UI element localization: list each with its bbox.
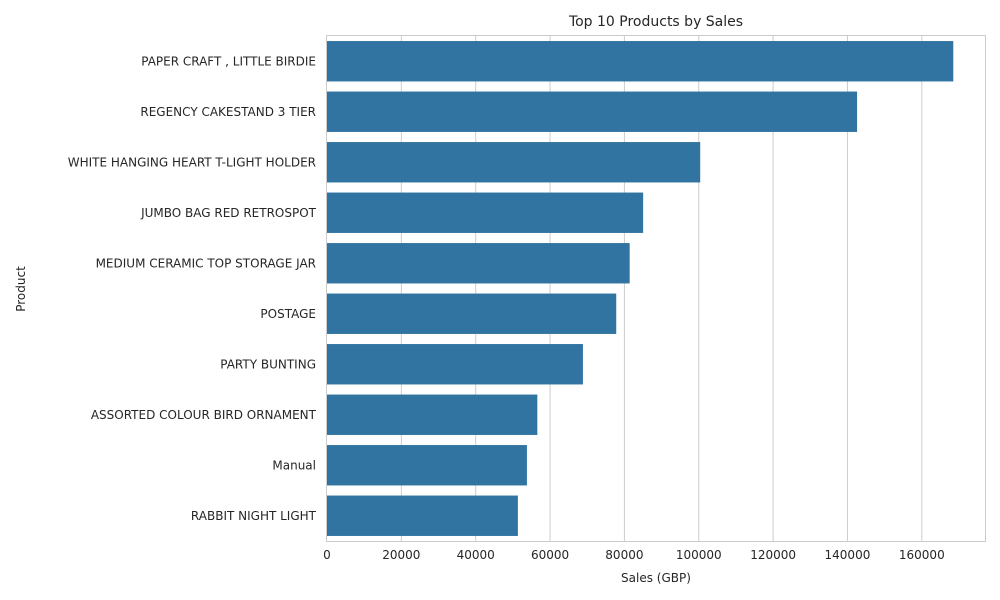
- y-tick-label: WHITE HANGING HEART T-LIGHT HOLDER: [68, 155, 316, 169]
- x-tick-label: 0: [323, 548, 331, 562]
- chart-title: Top 10 Products by Sales: [568, 14, 743, 30]
- y-tick-label: Manual: [272, 458, 316, 472]
- y-tick-label: PAPER CRAFT , LITTLE BIRDIE: [141, 54, 316, 68]
- y-tick-labels: PAPER CRAFT , LITTLE BIRDIE REGENCY CAKES…: [68, 54, 317, 523]
- bar: [327, 192, 644, 233]
- y-tick-label: PARTY BUNTING: [220, 357, 316, 371]
- x-tick-label: 40000: [457, 548, 495, 562]
- y-tick-label: MEDIUM CERAMIC TOP STORAGE JAR: [96, 256, 316, 270]
- y-tick-label: REGENCY CAKESTAND 3 TIER: [140, 105, 316, 119]
- bar: [327, 445, 527, 486]
- y-tick-label: POSTAGE: [260, 307, 316, 321]
- x-tick-labels: 0 20000 40000 60000 80000 100000 120000 140000 1…: [323, 548, 945, 562]
- x-tick-label: 100000: [676, 548, 722, 562]
- bar: [327, 394, 538, 435]
- x-axis-label: Sales (GBP): [621, 571, 691, 585]
- y-tick-label: ASSORTED COLOUR BIRD ORNAMENT: [91, 408, 317, 422]
- y-tick-label: JUMBO BAG RED RETROSPOT: [140, 206, 317, 220]
- x-tick-label: 120000: [750, 548, 796, 562]
- y-axis-label: Product: [14, 266, 28, 312]
- bar: [327, 91, 858, 132]
- x-tick-label: 80000: [605, 548, 643, 562]
- x-tick-label: 20000: [382, 548, 420, 562]
- x-tick-label: 60000: [531, 548, 569, 562]
- y-tick-label: RABBIT NIGHT LIGHT: [191, 509, 317, 523]
- bars: [327, 41, 954, 536]
- bar: [327, 495, 518, 536]
- plot-frame: [326, 35, 986, 542]
- bar: [327, 142, 701, 183]
- bar: [327, 293, 617, 334]
- x-tick-label: 140000: [825, 548, 871, 562]
- bar: [327, 344, 583, 385]
- x-tick-label: 160000: [899, 548, 945, 562]
- bar: [327, 243, 630, 284]
- bar: [327, 41, 954, 82]
